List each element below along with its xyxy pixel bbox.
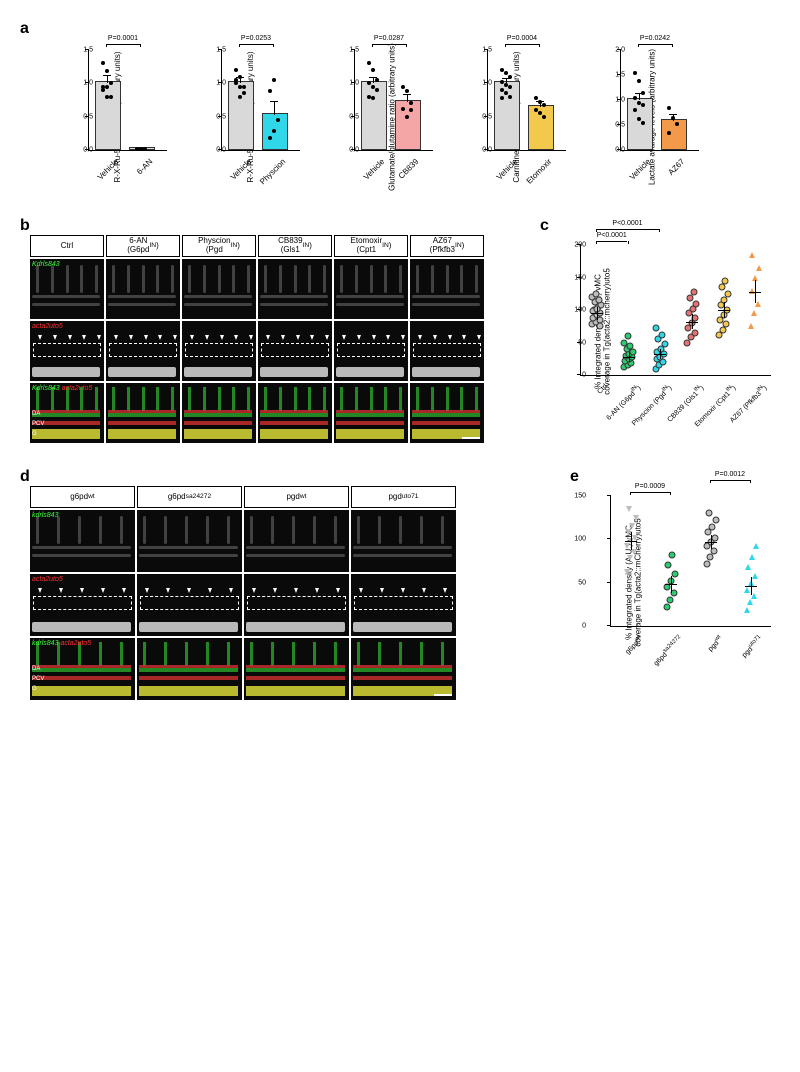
micro-image: kdrls843 acta2uto5DAPCVG: [30, 638, 135, 700]
micro-image: [351, 638, 456, 700]
micro-image: [410, 321, 484, 381]
micro-image: [106, 383, 180, 443]
micro-image: [137, 638, 242, 700]
micro-image: [410, 383, 484, 443]
micro-image: acta2uto5: [30, 574, 135, 636]
bar-chart-0: R-X-Ru-5P/G6P ratio (arbitrary units)0.0…: [60, 42, 175, 192]
micro-image: acta2uto5: [30, 321, 104, 381]
micro-image: [182, 321, 256, 381]
micro-image: Kdrls843 acta2uto5DAPCVG: [30, 383, 104, 443]
panel-b-label: b: [20, 217, 484, 235]
micro-image: [351, 510, 456, 572]
panel-a: a R-X-Ru-5P/G6P ratio (arbitrary units)0…: [20, 20, 780, 192]
micro-image: [258, 383, 332, 443]
micro-image: [182, 383, 256, 443]
micro-image: [182, 259, 256, 319]
micro-image: [244, 510, 349, 572]
micro-header: AZ67(Pfkfb3IN): [410, 235, 484, 257]
micro-image: [410, 259, 484, 319]
panel-b: b Ctrl6-AN(G6pdIN)Physcion(PgdIN)CB839(G…: [20, 217, 484, 443]
micro-header: g6pdsa24272: [137, 486, 242, 508]
micro-image: [258, 259, 332, 319]
micro-image: kdrls843: [30, 510, 135, 572]
micro-image: [334, 259, 408, 319]
micro-image: [137, 510, 242, 572]
panel-c: c % Integrated density (A.U.) vMCcoverag…: [540, 217, 780, 435]
micro-image: [351, 574, 456, 636]
micro-image: [334, 321, 408, 381]
micro-header: 6-AN(G6pdIN): [106, 235, 180, 257]
micro-image: [244, 638, 349, 700]
micro-image: [244, 574, 349, 636]
panel-d: d g6pdwtg6pdsa24272pgdwtpgduto71 kdrls843…: [20, 468, 456, 700]
micro-header: Physcion(PgdIN): [182, 235, 256, 257]
micro-header: pgduto71: [351, 486, 456, 508]
bar-chart-3: Carnitine-C2/C0 ratio (arbitrary units)0…: [459, 42, 574, 192]
micro-header: Ctrl: [30, 235, 104, 257]
panel-d-label: d: [20, 468, 456, 486]
bar-chart-1: R-X-Ru-5P/G6P ratio (arbitrary units)0.0…: [193, 42, 308, 192]
panel-e: e % Integrated density (A.U.) vMCcoverag…: [570, 468, 780, 686]
panel-de-row: d g6pdwtg6pdsa24272pgdwtpgduto71 kdrls843…: [20, 468, 780, 700]
micro-header: CB839(Gls1IN): [258, 235, 332, 257]
micro-image: [334, 383, 408, 443]
micro-image: [137, 574, 242, 636]
micro-header: g6pdwt: [30, 486, 135, 508]
micro-image: Kdrls843: [30, 259, 104, 319]
panel-bc-row: b Ctrl6-AN(G6pdIN)Physcion(PgdIN)CB839(G…: [20, 217, 780, 443]
bar-chart-4: Lactate avarage levels (arbitrary units)…: [592, 42, 707, 192]
panel-c-label: c: [540, 217, 780, 235]
micro-image: [106, 259, 180, 319]
micro-header: pgdwt: [244, 486, 349, 508]
micro-image: [106, 321, 180, 381]
bar-chart-2: Glutamate/glutamine ratio (arbitrary uni…: [326, 42, 441, 192]
micro-header: Etomoxir(Cpt1IN): [334, 235, 408, 257]
micro-image: [258, 321, 332, 381]
